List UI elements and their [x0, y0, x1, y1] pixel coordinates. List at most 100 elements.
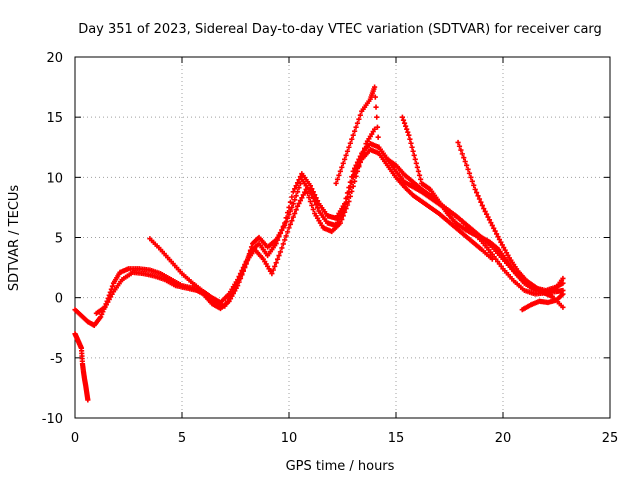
data-point: [479, 202, 485, 209]
data-point: [404, 126, 410, 132]
data-point: [343, 152, 349, 158]
data-point: [284, 229, 291, 235]
data-point: [468, 174, 474, 180]
data-point: [279, 245, 285, 251]
data-point: [499, 242, 505, 248]
data-point: [354, 168, 361, 174]
data-point: [277, 249, 284, 255]
data-point: [356, 156, 362, 162]
data-point: [98, 314, 104, 320]
data-point: [106, 296, 112, 303]
x-axis-label: GPS time / hours: [286, 459, 395, 474]
data-point: [346, 198, 352, 204]
data-point: [344, 202, 351, 208]
data-point: [347, 179, 353, 185]
data-point: [372, 126, 378, 132]
data-point: [374, 114, 380, 120]
data-point: [401, 120, 408, 126]
series-trace-7: [519, 291, 566, 313]
data-point: [410, 148, 416, 154]
data-point: [333, 180, 339, 186]
data-point: [290, 189, 296, 195]
data-point: [287, 208, 294, 214]
data-point: [560, 291, 566, 297]
data-point: [485, 214, 491, 220]
data-point: [274, 237, 281, 243]
data-point: [236, 274, 242, 280]
data-point: [296, 177, 302, 183]
data-point: [560, 275, 566, 282]
x-tick-label: 5: [178, 431, 186, 446]
data-point: [466, 170, 473, 176]
data-point: [103, 302, 109, 308]
series-trace-8: [72, 331, 91, 403]
data-point: [346, 184, 352, 191]
data-point: [374, 124, 381, 130]
data-point: [273, 260, 279, 266]
data-point: [312, 192, 318, 198]
data-point: [408, 140, 414, 146]
data-point: [289, 218, 295, 224]
data-point: [336, 172, 342, 178]
data-point: [560, 280, 566, 286]
y-tick-label: 0: [55, 292, 63, 307]
data-point: [407, 136, 413, 142]
data-point: [286, 225, 292, 231]
x-tick-label: 15: [388, 431, 405, 446]
data-point: [496, 236, 503, 243]
data-point: [416, 172, 423, 178]
data-point: [102, 304, 108, 310]
data-point: [489, 222, 495, 229]
data-point: [488, 220, 494, 226]
x-tick-label: 0: [71, 431, 79, 446]
y-tick-label: 15: [46, 111, 63, 126]
y-tick-label: -10: [42, 412, 63, 427]
data-point: [85, 397, 91, 403]
data-point: [314, 198, 321, 204]
data-point: [411, 152, 417, 158]
data-point: [347, 193, 353, 199]
data-point: [282, 220, 288, 226]
data-point: [276, 252, 282, 259]
data-point: [334, 176, 341, 182]
data-point: [297, 174, 304, 180]
data-point: [342, 156, 348, 162]
grid-lines: [75, 57, 610, 418]
data-point: [357, 159, 363, 165]
data-point: [292, 210, 298, 217]
data-point: [310, 206, 316, 213]
data-point: [304, 190, 311, 196]
data-point: [342, 209, 348, 215]
data-point: [459, 151, 465, 157]
data-point: [409, 144, 415, 150]
data-point: [501, 244, 507, 251]
x-tick-label: 20: [495, 431, 512, 446]
data-point: [242, 261, 248, 268]
data-point: [342, 201, 348, 207]
data-point: [303, 186, 309, 192]
data-point: [344, 190, 351, 196]
data-point: [455, 139, 461, 146]
series-trace-6: [455, 139, 566, 310]
data-point: [283, 233, 289, 239]
data-point: [108, 294, 114, 300]
data-point: [293, 183, 299, 189]
data-point: [405, 129, 411, 135]
data-point: [294, 203, 301, 209]
data-point: [456, 143, 463, 149]
data-point: [415, 168, 422, 174]
y-tick-label: -5: [50, 352, 63, 367]
data-point: [344, 148, 351, 154]
data-point: [356, 116, 362, 122]
data-point: [293, 193, 299, 199]
data-point: [297, 197, 304, 204]
data-point: [339, 216, 345, 223]
data-point: [343, 195, 349, 201]
data-point: [287, 199, 294, 205]
data-point: [483, 211, 490, 217]
data-point: [105, 299, 111, 305]
data-point: [412, 156, 418, 162]
data-point: [502, 247, 508, 253]
data-point: [362, 145, 368, 151]
data-point: [413, 160, 419, 166]
